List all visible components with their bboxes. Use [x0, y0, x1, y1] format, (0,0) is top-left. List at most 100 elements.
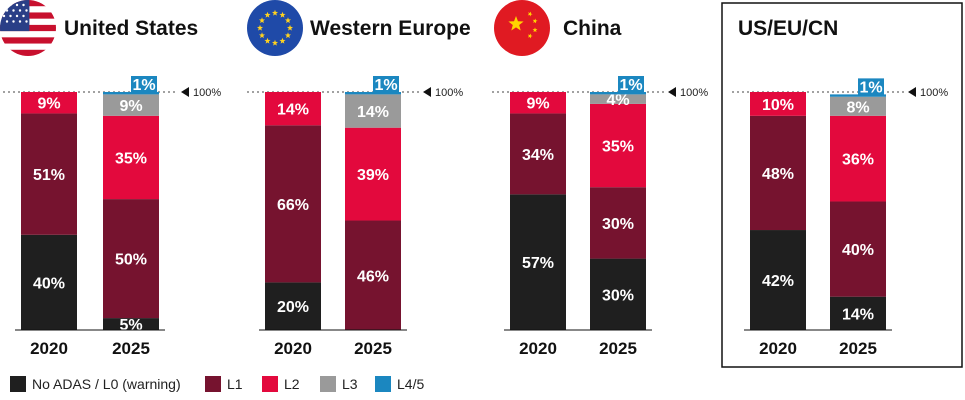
reference-label: 100% [193, 87, 221, 99]
bar-segment-l2 [830, 115, 886, 202]
bar-segment-l2 [21, 92, 77, 114]
panel-title: United States [64, 17, 198, 40]
data-label-no-adas: 5% [119, 317, 142, 334]
legend-swatch-l2 [262, 376, 278, 392]
data-label-l1: 30% [602, 216, 634, 233]
legend: No ADAS / L0 (warning) L1 L2 L3 L4/5 [10, 376, 424, 392]
data-label-l1: 66% [277, 197, 309, 214]
panel-title: China [563, 17, 622, 40]
legend-swatch-l1 [205, 376, 221, 392]
bar-segment-no-adas [750, 230, 806, 330]
panel-eu: Western Europe 100% 20% 66% 14% 2020 46% 39% 14%… [247, 17, 471, 358]
bar-segment-no-adas [265, 282, 321, 330]
legend-label-l45: L4/5 [397, 376, 424, 392]
year-label: 2020 [519, 339, 557, 358]
bar-segment-l1 [103, 199, 159, 319]
reference-arrow-icon [668, 87, 676, 97]
l45-tag [618, 76, 644, 94]
data-label-l3: 4% [606, 92, 629, 109]
data-label-l2: 10% [762, 97, 794, 114]
year-label: 2025 [112, 339, 150, 358]
l45-tag [858, 78, 884, 97]
reference-label: 100% [680, 87, 708, 99]
panel-usa: United States 100% 40% 51% 9% 2020 5% 50% 35% 9% 1… [3, 17, 221, 358]
year-label: 2020 [30, 339, 68, 358]
data-label-l2: 9% [526, 96, 549, 113]
l45-tag [131, 76, 157, 94]
data-label-l2: 36% [842, 152, 874, 169]
bar-segment-l3 [830, 96, 886, 116]
l45-tag [373, 76, 399, 94]
bar-segment-l1 [265, 125, 321, 283]
year-label: 2020 [274, 339, 312, 358]
bar-segment-no-adas [830, 296, 886, 330]
panel-title: Western Europe [310, 17, 471, 40]
legend-swatch-no-adas [10, 376, 26, 392]
bar-segment-l1 [590, 187, 646, 259]
panel-title: US/EU/CN [738, 17, 838, 40]
data-label-no-adas: 57% [522, 255, 554, 272]
data-label-l1: 46% [357, 268, 389, 285]
data-label-l45: 1% [619, 77, 642, 94]
bar-segment-l1 [21, 113, 77, 235]
data-label-l1: 40% [842, 242, 874, 259]
combined-panel-frame [721, 2, 963, 368]
panel-china: China 100% 57% 34% 9% 2020 30% 30% 35% 4%1% 2025 [492, 17, 708, 358]
data-label-l45: 1% [859, 79, 882, 96]
data-label-l3: 8% [846, 99, 869, 116]
legend-label-l3: L3 [342, 376, 358, 392]
data-label-l2: 39% [357, 167, 389, 184]
year-label: 2025 [839, 339, 877, 358]
data-label-no-adas: 30% [602, 287, 634, 304]
data-label-l1: 48% [762, 166, 794, 183]
bar-segment-no-adas [510, 194, 566, 330]
year-label: 2025 [599, 339, 637, 358]
legend-label-l2: L2 [284, 376, 300, 392]
year-label: 2025 [354, 339, 392, 358]
panel-combined: US/EU/CN 100% 42% 48% 10% 2020 14% 40% 36% 8% 1% 20… [721, 2, 963, 368]
legend-swatch-l3 [320, 376, 336, 392]
bar-segment-l2 [510, 92, 566, 114]
bar-segment-l2 [345, 127, 401, 221]
legend-label-no-adas: No ADAS / L0 (warning) [32, 376, 181, 392]
data-label-no-adas: 42% [762, 273, 794, 290]
data-label-l45: 1% [374, 77, 397, 94]
china-flag-icon [494, 0, 550, 56]
data-label-l1: 50% [115, 252, 147, 269]
bar-segment-l2 [103, 115, 159, 200]
bar-segment-l3 [103, 94, 159, 116]
data-label-no-adas: 14% [842, 306, 874, 323]
bar-segment-no-adas [21, 234, 77, 330]
usa-flag-icon [0, 0, 56, 56]
bar-segment-l3 [590, 94, 646, 104]
reference-arrow-icon [423, 87, 431, 97]
reference-label: 100% [435, 87, 463, 99]
data-label-l3: 9% [119, 98, 142, 115]
data-label-l2: 14% [277, 102, 309, 119]
bar-segment-l1 [750, 115, 806, 231]
data-label-l3: 14% [357, 104, 389, 121]
bar-segment-l2 [265, 92, 321, 126]
bar-segment-l1 [345, 220, 401, 330]
reference-arrow-icon [181, 87, 189, 97]
bar-segment-l2 [750, 92, 806, 116]
legend-swatch-l45 [375, 376, 391, 392]
data-label-l2: 35% [115, 150, 147, 167]
year-label: 2020 [759, 339, 797, 358]
eu-flag-icon [247, 0, 303, 56]
data-label-l2: 35% [602, 139, 634, 156]
bar-segment-l1 [510, 113, 566, 195]
data-label-l1: 34% [522, 147, 554, 164]
data-label-no-adas: 20% [277, 299, 309, 316]
reference-arrow-icon [908, 87, 916, 97]
legend-label-l1: L1 [227, 376, 243, 392]
bar-segment-l1 [830, 201, 886, 297]
bar-segment-no-adas [103, 318, 159, 330]
bar-segment-l3 [345, 94, 401, 128]
data-label-l2: 9% [37, 96, 60, 113]
data-label-l1: 51% [33, 167, 65, 184]
reference-label: 100% [920, 87, 948, 99]
bar-segment-no-adas [590, 258, 646, 330]
data-label-no-adas: 40% [33, 275, 65, 292]
